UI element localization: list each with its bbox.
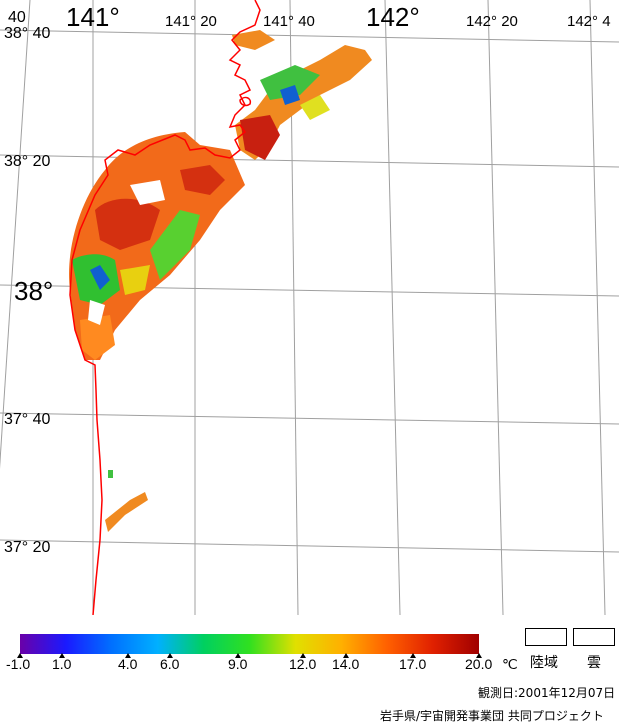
lat-label-38-20: 38° 20	[4, 153, 51, 170]
coastline-island	[239, 96, 252, 107]
sst-patch-blue	[90, 265, 110, 290]
coastline	[69, 0, 261, 615]
tick-marker	[300, 653, 306, 658]
sst-gap-1	[130, 180, 165, 205]
sst-north-yellow	[300, 95, 330, 120]
tick-label: 17.0	[399, 656, 427, 672]
tick-marker	[125, 653, 131, 658]
tick-marker	[476, 653, 482, 658]
lon-label-141-20: 141° 20	[165, 13, 217, 30]
land-legend-label: 陸域	[530, 655, 558, 671]
parallel-38-20	[0, 154, 619, 168]
tick-marker	[167, 653, 173, 658]
unit-label: ℃	[502, 656, 518, 672]
tick-label: -1.0	[6, 656, 31, 672]
coastline-main	[69, 0, 261, 615]
lat-label-38: 38°	[14, 276, 54, 306]
lon-label-142-20: 142° 20	[466, 13, 518, 30]
parallel-37-40	[0, 412, 619, 425]
sst-south-dot	[108, 470, 113, 478]
land-legend-swatch	[525, 628, 567, 646]
lon-label-142-40: 142° 4	[567, 13, 611, 30]
parallel-37-20	[0, 539, 619, 553]
cloud-legend-label: 雲	[587, 655, 601, 671]
sst-patch-green-2	[150, 210, 200, 280]
lon-label-141-40: 141° 40	[263, 13, 315, 30]
tick-marker	[410, 653, 416, 658]
temperature-color-bar	[20, 634, 479, 654]
tick-marker	[17, 653, 23, 658]
tick-label: 20.0	[465, 656, 493, 672]
tick-label: 4.0	[118, 656, 138, 672]
sst-region-south	[105, 492, 148, 532]
sea-surface-temperature-map	[0, 0, 619, 615]
tick-marker	[235, 653, 241, 658]
sst-north-blue	[280, 85, 300, 105]
tick-label: 1.0	[52, 656, 72, 672]
observation-date: 観測日:2001年12月07日	[478, 686, 616, 700]
sst-patch-orange-south	[80, 315, 115, 360]
tick-marker	[59, 653, 65, 658]
meridian-142-20	[487, 0, 504, 615]
lon-label-141: 141°	[66, 2, 120, 32]
tick-label: 6.0	[160, 656, 180, 672]
lat-label-37-40: 37° 40	[4, 411, 51, 428]
meridian-140-40	[0, 0, 31, 469]
sst-field	[69, 30, 372, 532]
tick-label: 14.0	[332, 656, 360, 672]
sst-north-green	[260, 65, 320, 100]
tick-marker	[343, 653, 349, 658]
meridian-142-40	[589, 0, 606, 615]
sst-north-red	[240, 115, 280, 160]
lon-label-140-40: 40	[8, 9, 26, 26]
parallel-38-40	[0, 29, 619, 43]
sst-patch-red-2	[180, 165, 225, 195]
sst-patch-red-1	[95, 198, 160, 250]
meridian-142-00	[384, 0, 401, 615]
lon-label-142: 142°	[366, 2, 420, 32]
tick-label: 9.0	[228, 656, 248, 672]
lat-label-37-20: 37° 20	[4, 539, 51, 556]
sst-patch-yellow	[120, 265, 150, 295]
organization-credit: 岩手県/宇宙開発事業団 共同プロジェクト	[380, 709, 604, 723]
sst-gap-2	[88, 300, 105, 325]
tick-label: 12.0	[289, 656, 317, 672]
cloud-legend-swatch	[573, 628, 615, 646]
lat-label-38-40: 38° 40	[4, 25, 51, 42]
sst-north-top	[232, 30, 275, 50]
